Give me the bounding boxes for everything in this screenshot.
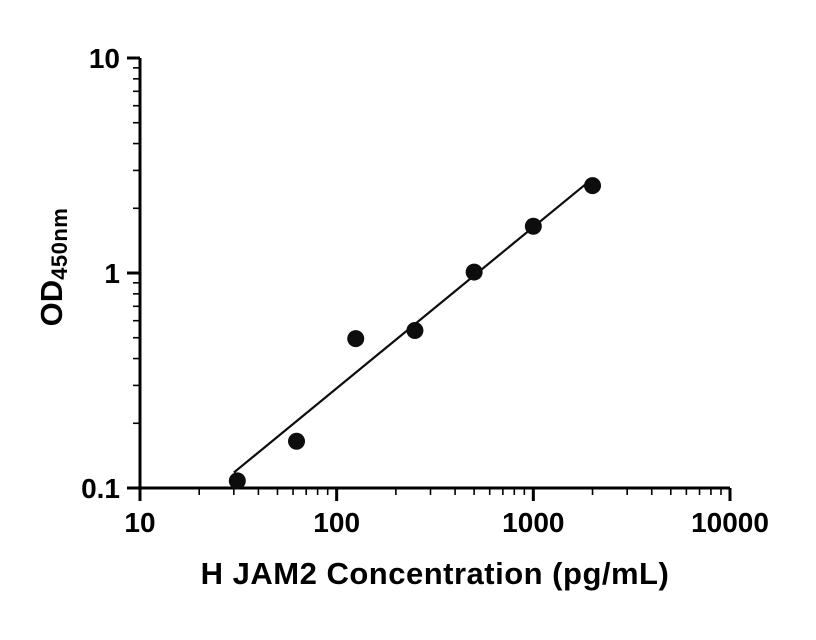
data-point [465, 263, 483, 281]
data-point [347, 330, 365, 348]
y-axis-tick-label: 0.1 [81, 473, 120, 504]
data-point [228, 472, 246, 490]
data-point [406, 322, 424, 340]
x-axis-tick-label: 100 [313, 507, 360, 538]
data-point [524, 217, 542, 235]
x-axis-tick-label: 10 [124, 507, 155, 538]
axis-spine [138, 58, 730, 490]
x-axis-tick-label: 1000 [502, 507, 564, 538]
data-point [584, 177, 602, 195]
y-axis-tick-label: 1 [104, 258, 120, 289]
x-axis-tick-label: 10000 [691, 507, 769, 538]
x-axis-title: H JAM2 Concentration (pg/mL) [200, 556, 670, 591]
data-point [288, 432, 306, 450]
y-axis-title-subscript: 450nm [47, 207, 72, 280]
y-axis-tick-label: 10 [89, 43, 120, 74]
y-axis-title: OD450nm [34, 207, 72, 327]
y-axis-title-main: OD [34, 279, 69, 327]
